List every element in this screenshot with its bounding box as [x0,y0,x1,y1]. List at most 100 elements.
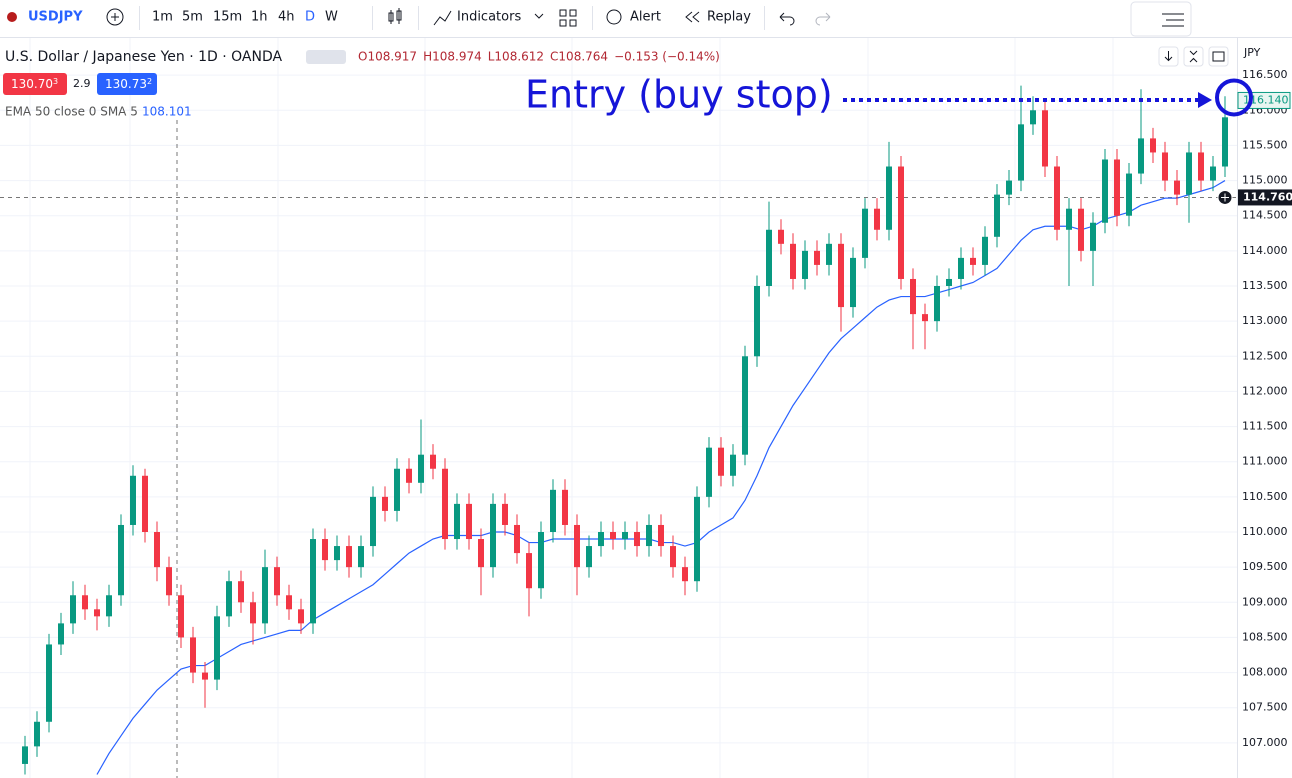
candle-body [298,609,304,624]
symbol[interactable]: USDJPY [28,10,83,25]
candle-body [1222,117,1228,167]
candle-body [958,257,964,279]
interval-button[interactable]: 15m [213,10,242,25]
interval-button[interactable]: 1m [152,10,173,25]
candle-body [1090,222,1096,251]
candle-body [694,496,700,582]
bid-price: 130.70 [11,77,53,91]
y-tick-label: 113.500 [1242,279,1288,292]
candle-body [754,286,760,357]
legend-toggle[interactable] [306,50,346,64]
candle-body [1198,152,1204,181]
candle-body [238,581,244,603]
candle-body [274,567,280,596]
candle-body [862,208,868,258]
ohlc-value: −0.153 (−0.14%) [614,50,720,64]
crosshair-box [1238,189,1292,206]
candle-body [202,672,208,680]
indicators-button[interactable]: Indicators [457,10,521,25]
candle-body [1066,208,1072,230]
y-tick-label: 113.000 [1242,314,1288,327]
redo-button[interactable] [815,12,831,26]
candle-body [34,721,40,747]
currency-label[interactable]: JPY [1243,46,1261,59]
interval-button[interactable]: 4h [278,10,295,25]
candle-body [1186,152,1192,195]
candle-body [970,257,976,265]
chart-title: U.S. Dollar / Japanese Yen · 1D · OANDA [5,49,283,65]
undo-button[interactable] [779,12,795,26]
collapse-button[interactable] [1183,46,1204,67]
chart-type-icon[interactable] [388,8,402,24]
y-tick-label: 108.000 [1242,666,1288,679]
candle-body [334,546,340,561]
candle-body [1150,138,1156,153]
crosshair-add-icon [1221,193,1229,202]
indicator-label[interactable]: EMA 50 close 0 SMA 5 [5,105,138,119]
candle-body [814,250,820,265]
ohlc-value: H108.974 [423,50,482,64]
ask-box[interactable] [97,73,157,95]
candle-body [1114,159,1120,216]
candle-body [106,595,112,617]
ask: 130.732 [105,77,152,91]
y-tick-label: 115.500 [1242,138,1288,151]
replay-button[interactable]: Replay [707,10,751,25]
candle-body [250,602,256,624]
candle-body [778,229,784,244]
candle-body [382,496,388,511]
alert-button[interactable]: Alert [630,10,661,25]
candle-body [346,546,352,568]
candle-body [874,208,880,230]
candle-body [358,546,364,568]
candle-body [1162,152,1168,181]
layouts-icon[interactable] [559,9,577,27]
candle-body [526,553,532,589]
candle-body [886,166,892,230]
candle-body [586,546,592,568]
candle-body [178,595,184,638]
candle-body [1210,166,1216,181]
interval-button[interactable]: 1h [251,10,268,25]
dropdown-icon[interactable] [534,13,544,19]
candle-body [1126,173,1132,216]
candle-body [766,229,772,286]
candle-body [322,539,328,561]
last-price-label: 116.140 [1243,93,1289,106]
bid-box[interactable] [3,73,67,95]
candle-body [478,539,484,568]
y-tick-label: 112.500 [1242,349,1288,362]
candle-body [1054,166,1060,230]
crosshair-label: 114.760 [1243,190,1292,203]
candle-body [622,532,628,540]
y-tick-label: 110.000 [1242,525,1288,538]
candle-body [934,286,940,322]
flag-icon [7,12,17,22]
spread: 2.9 [73,77,91,90]
candle-body [634,532,640,547]
add-symbol[interactable] [106,8,124,26]
interval-button[interactable]: D [305,10,315,25]
add-icon [111,13,119,21]
candle-body [1174,180,1180,195]
y-tick-label: 108.500 [1242,630,1288,643]
candle-body [646,524,652,547]
candle-body [850,257,856,308]
candle-body [118,524,124,596]
candle-body [418,454,424,483]
maximize-button[interactable] [1208,46,1229,67]
y-tick-label: 112.000 [1242,384,1288,397]
candle-body [406,468,412,483]
y-tick-label: 114.500 [1242,209,1288,222]
candle-body [154,532,160,568]
candle-body [430,454,436,469]
candle-body [82,595,88,610]
drawing-panel[interactable] [1130,1,1192,37]
interval-button[interactable]: W [325,10,338,25]
ask-pip: 2 [147,77,152,86]
candle-body [562,489,568,525]
interval-button[interactable]: 5m [182,10,203,25]
y-tick-label: 115.000 [1242,174,1288,187]
candle-body [442,468,448,540]
